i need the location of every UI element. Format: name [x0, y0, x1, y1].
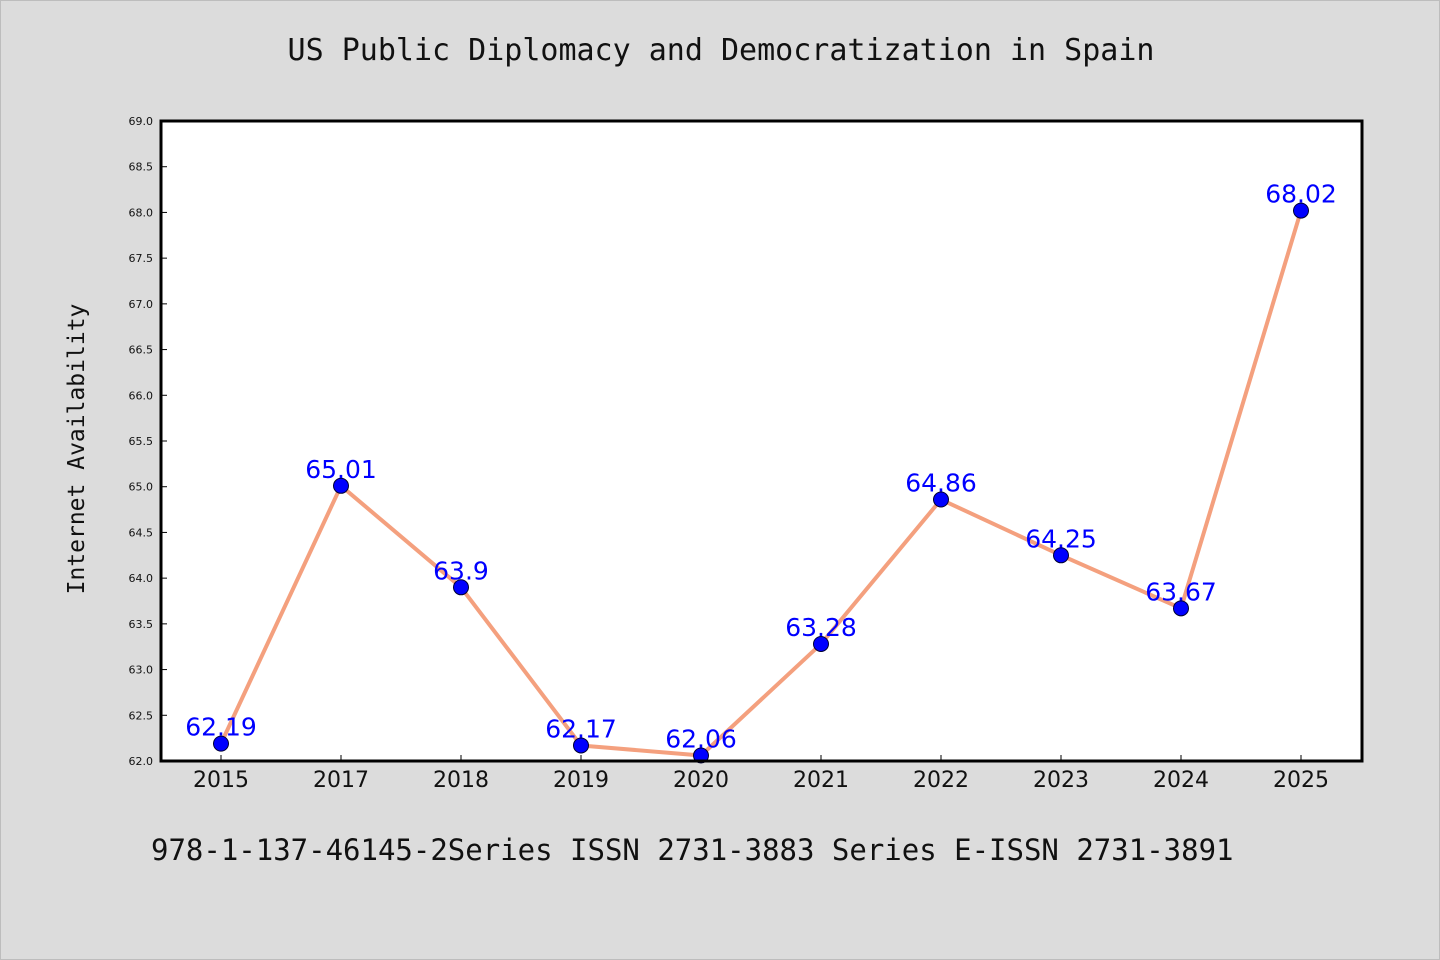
data-point	[933, 491, 949, 508]
y-tick-label: 67.5	[129, 252, 154, 265]
data-point	[213, 735, 229, 752]
y-tick-label: 66.5	[129, 344, 154, 357]
data-label: 68.02	[1265, 180, 1337, 209]
plot-area	[161, 121, 1362, 761]
x-tick-label: 2023	[1033, 768, 1089, 793]
data-label: 65.01	[305, 455, 377, 484]
data-label: 62.19	[185, 713, 257, 742]
footer-text: 978-1-137-46145-2Series ISSN 2731-3883 S…	[151, 833, 1234, 867]
x-tick-label: 2024	[1153, 768, 1209, 793]
y-tick-label: 63.5	[129, 618, 154, 631]
data-point	[1053, 547, 1069, 564]
data-label: 63.67	[1145, 577, 1217, 606]
data-point	[813, 635, 829, 652]
y-tick-label: 66.0	[129, 389, 154, 402]
data-point	[333, 477, 349, 494]
y-tick-label: 68.0	[129, 206, 154, 219]
data-label: 63.9	[433, 556, 489, 585]
x-tick-label: 2018	[433, 768, 489, 793]
data-label: 63.28	[785, 613, 857, 642]
y-tick-label: 62.5	[129, 709, 154, 722]
x-tick-label: 2015	[193, 768, 249, 793]
y-tick-label: 65.0	[129, 481, 154, 494]
data-label: 64.25	[1025, 524, 1097, 553]
x-tick-label: 2022	[913, 768, 969, 793]
x-tick-label: 2020	[673, 768, 729, 793]
y-tick-label: 63.0	[129, 664, 154, 677]
data-label: 64.86	[905, 469, 977, 498]
plot-border	[159, 119, 1364, 763]
data-point	[693, 747, 709, 764]
data-point	[1293, 202, 1309, 219]
y-tick-label: 64.5	[129, 526, 154, 539]
chart-title: US Public Diplomacy and Democratization …	[287, 33, 1155, 68]
series-line	[219, 208, 1303, 758]
y-tick-label: 62.0	[129, 755, 154, 768]
data-point	[453, 579, 469, 596]
y-tick-label: 68.5	[129, 161, 154, 174]
y-tick-label: 67.0	[129, 298, 154, 311]
x-tick-label: 2017	[313, 768, 369, 793]
data-label: 62.06	[665, 725, 737, 754]
x-tick-label: 2025	[1273, 768, 1329, 793]
data-point	[1173, 600, 1189, 617]
data-label: 62.17	[545, 714, 617, 743]
x-tick-label: 2021	[793, 768, 849, 793]
x-tick-label: 2019	[553, 768, 609, 793]
y-tick-label: 65.5	[129, 435, 154, 448]
y-tick-label: 69.0	[129, 115, 154, 128]
data-point	[573, 737, 589, 754]
y-tick-label: 64.0	[129, 572, 154, 585]
